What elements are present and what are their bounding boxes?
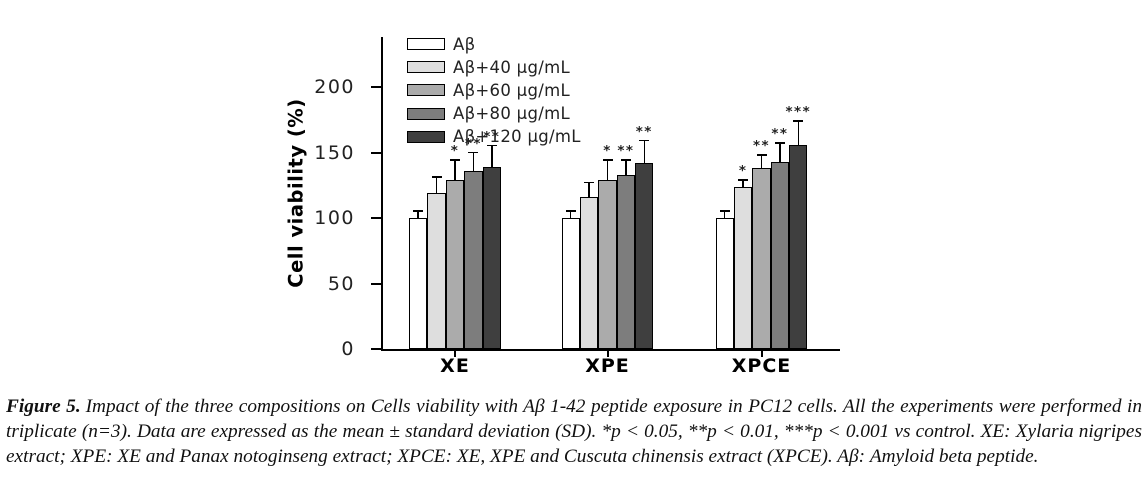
y-tick xyxy=(371,151,381,154)
error-bar-cap xyxy=(793,120,804,122)
error-bar-cap xyxy=(565,210,576,212)
bar xyxy=(464,170,483,349)
legend-swatch xyxy=(407,61,445,74)
legend-label: Aβ+60 μg/mL xyxy=(453,80,570,100)
error-bar-cap xyxy=(620,159,631,161)
significance-marker: *** xyxy=(785,104,812,121)
bar xyxy=(598,180,617,349)
y-tick-label: 100 xyxy=(314,207,355,229)
error-bar-cap xyxy=(756,154,767,156)
legend-swatch xyxy=(407,130,445,143)
error-bar xyxy=(491,145,493,167)
error-bar xyxy=(723,211,726,218)
error-bar xyxy=(472,152,475,171)
legend-item: Aβ+60 μg/mL xyxy=(407,80,570,100)
significance-marker: ** xyxy=(635,123,653,140)
error-bar xyxy=(454,160,456,180)
y-tick-label: 150 xyxy=(314,141,355,164)
bar xyxy=(752,168,771,349)
x-tick xyxy=(454,351,456,357)
error-bar xyxy=(742,180,744,187)
y-tick xyxy=(371,86,381,88)
x-category-label: XPCE xyxy=(731,355,792,377)
error-bar-cap xyxy=(468,151,479,153)
error-bar xyxy=(797,121,800,145)
legend-item: Aβ+120 μg/mL xyxy=(407,127,581,147)
error-bar xyxy=(417,211,419,218)
error-bar-cap xyxy=(738,179,749,181)
significance-marker: ** xyxy=(771,126,789,143)
bar xyxy=(561,218,580,349)
bar xyxy=(789,144,808,349)
error-bar-cap xyxy=(602,159,613,161)
legend-swatch xyxy=(407,38,445,50)
y-tick xyxy=(371,282,381,285)
bar xyxy=(409,218,428,349)
y-tick-label: 0 xyxy=(341,338,355,360)
error-bar xyxy=(779,143,781,162)
bar xyxy=(427,193,446,349)
bar xyxy=(715,218,734,349)
significance-marker: ** xyxy=(617,143,635,160)
bar xyxy=(733,186,753,349)
y-tick-label: 200 xyxy=(314,76,355,98)
x-category-label: XPE xyxy=(585,355,630,377)
bar xyxy=(635,162,654,349)
figure-caption-text: Impact of the three compositions on Cell… xyxy=(6,396,1142,467)
error-bar-cap xyxy=(639,139,650,142)
error-bar-cap xyxy=(719,210,730,212)
error-bar xyxy=(435,177,438,194)
error-bar-cap xyxy=(450,159,460,161)
x-tick xyxy=(606,351,609,357)
y-tick xyxy=(371,217,381,219)
significance-marker: * xyxy=(738,163,748,179)
legend-item: Aβ+40 μg/mL xyxy=(407,57,570,77)
error-bar-cap xyxy=(584,181,595,184)
legend-label: Aβ+80 μg/mL xyxy=(453,104,570,124)
bar xyxy=(770,161,790,349)
legend-label: Aβ+40 μg/mL xyxy=(453,57,570,77)
x-category-label: XE xyxy=(440,355,470,377)
significance-marker: ** xyxy=(464,135,482,152)
y-tick-label: 50 xyxy=(327,272,355,295)
bar xyxy=(445,180,465,349)
error-bar-cap xyxy=(431,176,442,178)
legend-swatch xyxy=(407,84,445,97)
legend-label: Aβ xyxy=(453,34,476,54)
x-axis xyxy=(381,349,840,351)
error-bar-cap xyxy=(774,142,785,144)
legend-swatch xyxy=(407,107,445,120)
significance-marker: ** xyxy=(483,128,501,145)
error-bar xyxy=(606,160,609,180)
legend-item: Aβ xyxy=(407,34,476,54)
error-bar xyxy=(625,160,627,175)
bar xyxy=(482,166,501,349)
significance-marker: * xyxy=(603,143,612,160)
error-bar xyxy=(760,155,763,169)
legend-label: Aβ+120 μg/mL xyxy=(453,127,581,147)
y-tick xyxy=(371,348,381,350)
error-bar xyxy=(643,140,646,163)
bar xyxy=(579,197,599,349)
figure-caption-label: Figure 5. xyxy=(6,396,81,417)
significance-marker: ** xyxy=(752,138,771,155)
legend-item: Aβ+80 μg/mL xyxy=(407,104,570,124)
significance-marker: * xyxy=(450,143,460,160)
error-bar-cap xyxy=(413,210,424,212)
figure-caption: Figure 5. Impact of the three composition… xyxy=(6,394,1142,469)
error-bar xyxy=(588,182,590,198)
error-bar xyxy=(569,211,572,218)
y-axis xyxy=(381,37,383,351)
x-tick xyxy=(760,351,763,357)
bar xyxy=(616,174,636,349)
error-bar-cap xyxy=(486,144,497,147)
